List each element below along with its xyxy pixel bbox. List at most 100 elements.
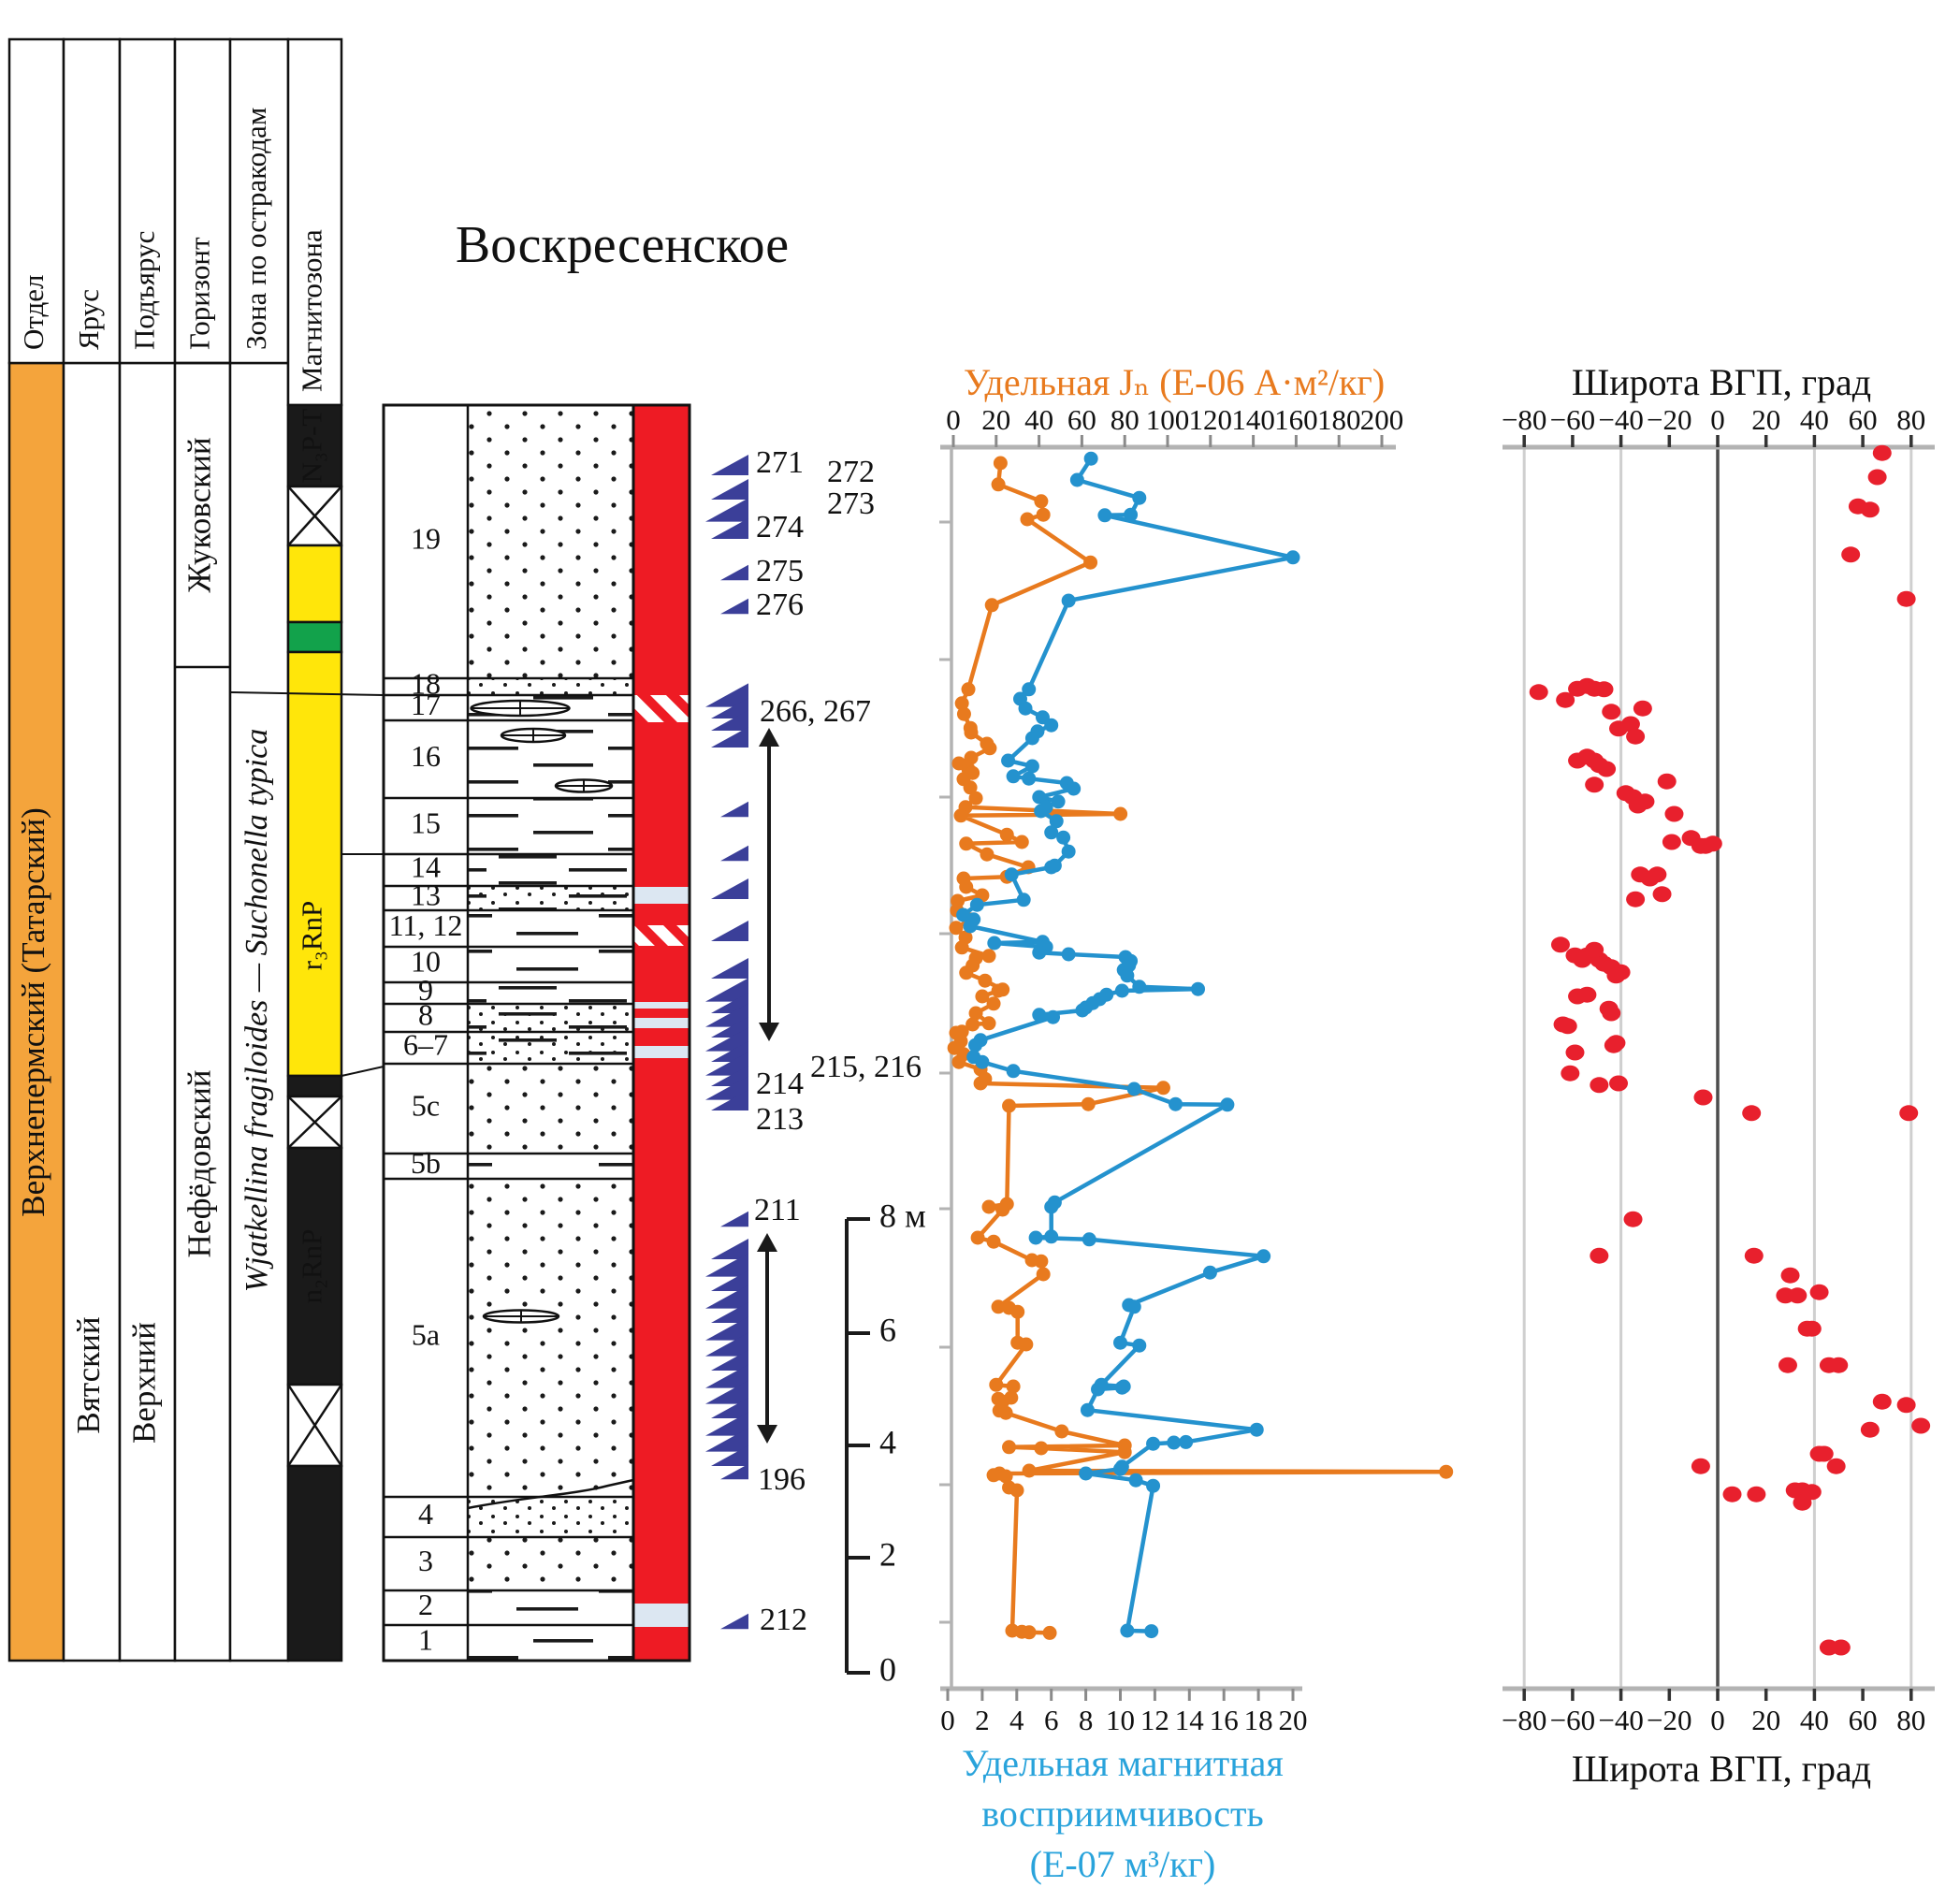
- vgp-point: [1561, 1065, 1580, 1081]
- susceptibility-series-point: [1079, 1466, 1094, 1481]
- jn-series-point: [1034, 1254, 1049, 1269]
- polarity-gap: [633, 1604, 690, 1627]
- sample-triangle-icon: [711, 1270, 748, 1291]
- susceptibility-series-point: [963, 919, 978, 934]
- susceptibility-series-point: [1191, 981, 1206, 996]
- susceptibility-series-point: [1249, 1422, 1264, 1437]
- jn-series-point: [959, 836, 974, 851]
- bed-number: 1: [418, 1622, 433, 1656]
- vgp-point: [1744, 1247, 1764, 1264]
- sample-triangle-icon: [711, 479, 748, 500]
- susceptibility-series-point: [1018, 701, 1033, 716]
- vgp-tick-label-bottom: 60: [1849, 1704, 1878, 1736]
- bed-number: 10: [411, 944, 441, 978]
- susceptibility-series-point: [987, 936, 1002, 951]
- jn-tick-label: 0: [946, 403, 961, 436]
- erosion-surface: [467, 1478, 634, 1510]
- susceptibility-series-point: [1032, 1008, 1047, 1023]
- sample-triangle-icon: [720, 801, 748, 818]
- susceptibility-series-point: [969, 897, 984, 912]
- susceptibility-series-point: [1046, 1009, 1061, 1024]
- column-header: Магнитозона: [296, 229, 328, 392]
- susceptibility-series-point: [1075, 1003, 1090, 1018]
- bed-number: 17: [411, 688, 441, 721]
- bed-number: 3: [418, 1544, 433, 1577]
- susceptibility-tick-label: 14: [1175, 1704, 1205, 1736]
- susceptibility-series-point: [1146, 1478, 1161, 1493]
- jn-tick-label: 60: [1067, 403, 1096, 436]
- sample-triangle-icon: [705, 1052, 748, 1076]
- vgp-point: [1626, 728, 1646, 745]
- susceptibility-series-point: [1132, 980, 1147, 994]
- jn-tick-label: 20: [981, 403, 1010, 436]
- susceptibility-series-point: [1120, 968, 1135, 983]
- bed-pattern: [468, 1032, 633, 1064]
- sample-triangle-icon: [705, 498, 748, 522]
- susceptibility-series-point: [1113, 1335, 1127, 1350]
- sample-triangle-icon: [711, 455, 748, 475]
- arrowhead-down-icon: [759, 1023, 779, 1041]
- section-title: Воскресенское: [456, 216, 789, 274]
- jn-series-point: [953, 808, 968, 823]
- susceptibility-series-point: [1044, 718, 1059, 733]
- vgp-axis-title-bottom: Широта ВГП, град: [1572, 1748, 1871, 1790]
- susceptibility-series-point: [1179, 1434, 1194, 1449]
- jn-series-point: [1036, 1267, 1051, 1282]
- vgp-point: [1802, 1484, 1822, 1501]
- vgp-point: [1594, 681, 1614, 698]
- vgp-point: [1703, 835, 1722, 852]
- sample-triangle-icon: [711, 518, 748, 539]
- sample-triangle-icon: [705, 1076, 748, 1100]
- magnetozone-block-black: [286, 1146, 343, 1386]
- vgp-tick-label-bottom: −40: [1598, 1704, 1643, 1736]
- jn-series-point: [986, 1234, 1001, 1249]
- susceptibility-tick-label: 20: [1279, 1704, 1308, 1736]
- vgp-point: [1802, 1320, 1822, 1337]
- sample-triangle-icon: [720, 1463, 748, 1480]
- susceptibility-series-point: [1114, 1380, 1129, 1395]
- bed-number: 14: [411, 849, 441, 883]
- vgp-point: [1780, 1267, 1800, 1284]
- depth-tick-label: 2: [879, 1535, 896, 1573]
- bed-pattern: [468, 854, 633, 886]
- susceptibility-series-point: [1049, 814, 1064, 829]
- susceptibility-tick-label: 16: [1210, 1704, 1239, 1736]
- sample-triangle-icon: [705, 1412, 748, 1436]
- bed-pattern: [468, 1004, 633, 1032]
- vgp-point: [1626, 891, 1646, 907]
- vgp-point: [1860, 501, 1880, 518]
- litho-frame: [382, 403, 691, 1662]
- vgp-point: [1778, 1357, 1797, 1373]
- jn-tick-label: 40: [1024, 403, 1053, 436]
- polarity-bar: [633, 405, 690, 1661]
- vgp-point: [1529, 684, 1548, 701]
- otdel-label: Верхнепермский (Татарский): [15, 807, 51, 1216]
- jn-series-point: [964, 750, 979, 765]
- vgp-point: [1565, 1044, 1585, 1061]
- jn-series-point: [1113, 806, 1128, 821]
- column-header: Ярус: [72, 289, 105, 350]
- vgp-point: [1606, 967, 1626, 984]
- arrowhead-down-icon: [757, 1425, 777, 1444]
- vgp-point: [1585, 777, 1604, 793]
- susceptibility-tick-label: 12: [1140, 1704, 1169, 1736]
- bed-number: 19: [411, 521, 441, 555]
- susceptibility-series-point: [1082, 1232, 1096, 1247]
- header-cell: [118, 37, 177, 365]
- vgp-point: [1652, 886, 1672, 903]
- magnetozone-block-yellow: [286, 650, 343, 1078]
- sample-number-label: 273: [827, 486, 875, 521]
- header-cell: [228, 37, 290, 365]
- susceptibility-series-point: [1080, 1402, 1095, 1417]
- vgp-point: [1590, 1247, 1609, 1264]
- sample-triangle-icon: [711, 1041, 748, 1062]
- susceptibility-series-point: [1126, 1299, 1141, 1314]
- bed-number: 13: [411, 878, 441, 911]
- susceptibility-axis-title-line2: восприимчивость: [981, 1793, 1264, 1835]
- vgp-tick-label-bottom: 80: [1896, 1704, 1925, 1736]
- arrowhead-up-icon: [757, 1233, 777, 1252]
- jn-series-point: [986, 996, 1001, 1011]
- sample-number-label: 266, 267: [760, 694, 871, 729]
- vgp-point: [1860, 1421, 1880, 1438]
